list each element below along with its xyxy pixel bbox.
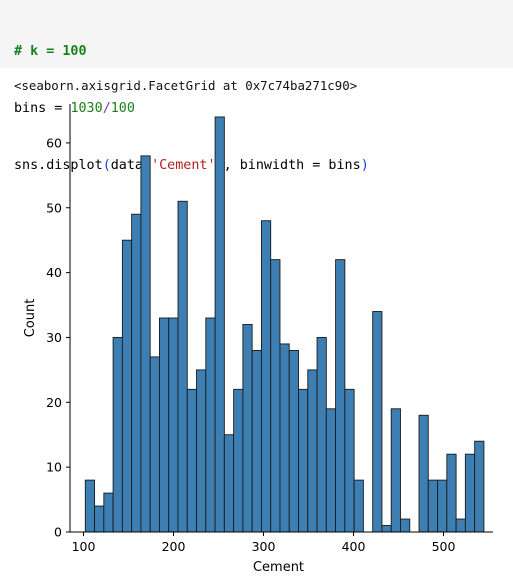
- histogram-bar: [121, 239, 133, 533]
- code-comment: # k = 100: [14, 44, 87, 59]
- histogram-bar: [149, 356, 160, 533]
- histogram-bar: [177, 200, 188, 533]
- histogram-bar: [325, 408, 337, 533]
- code-text: , binwidth = bins: [223, 158, 361, 173]
- histogram-bar: [418, 414, 429, 533]
- histogram-bar: [464, 453, 476, 533]
- histogram-bar: [390, 408, 401, 533]
- x-tick-label: 400: [342, 539, 366, 554]
- histogram-bar: [159, 317, 170, 533]
- histogram-bar: [242, 324, 253, 533]
- x-tick-label: 500: [432, 539, 456, 554]
- histogram-bar: [381, 525, 392, 533]
- histogram-bar: [251, 349, 262, 533]
- bars-group: [84, 116, 485, 533]
- code-paren: (: [102, 158, 111, 173]
- histogram-bar: [214, 116, 225, 533]
- y-tick-label: 60: [46, 135, 62, 150]
- histogram-bar: [455, 518, 466, 533]
- histogram-bar: [288, 349, 299, 533]
- code-operator: /: [102, 101, 111, 116]
- code-text: bins =: [14, 101, 71, 116]
- histogram-bar: [270, 259, 281, 533]
- code-line-1: # k = 100: [14, 42, 513, 61]
- code-text: data: [110, 158, 143, 173]
- code-number: 100: [110, 101, 135, 116]
- code-string: 'Cement': [151, 158, 216, 173]
- code-number: 1030: [70, 101, 103, 116]
- histogram-bar: [186, 388, 197, 533]
- histogram-bar: [437, 479, 448, 533]
- histogram-bar: [427, 479, 439, 533]
- cell-output: <seaborn.axisgrid.FacetGrid at 0x7c74ba2…: [14, 78, 358, 93]
- histogram-bar: [335, 259, 346, 533]
- y-tick-label: 0: [54, 525, 62, 540]
- y-tick-label: 10: [46, 460, 62, 475]
- y-tick-label: 20: [46, 395, 62, 410]
- histogram-bar: [307, 369, 318, 533]
- histogram-bar: [298, 388, 309, 533]
- histogram-bar: [344, 388, 355, 533]
- histogram-bar: [372, 311, 383, 533]
- code-paren: ): [360, 158, 369, 173]
- histogram-bar: [140, 155, 151, 533]
- code-line-2: bins = 1030/100: [14, 99, 513, 118]
- histogram-bar: [233, 388, 244, 533]
- y-tick-label: 30: [46, 330, 62, 345]
- histogram-bar: [196, 369, 207, 533]
- x-tick-label: 200: [162, 539, 186, 554]
- y-tick-label: 40: [46, 265, 62, 280]
- x-tick-label: 100: [72, 539, 96, 554]
- histogram-bar: [103, 492, 114, 533]
- histogram-bar: [353, 479, 364, 533]
- histogram-bar: [168, 317, 179, 533]
- code-cell[interactable]: # k = 100 bins = 1030/100 sns.displot(da…: [0, 0, 513, 173]
- histogram-bar: [131, 213, 142, 533]
- histogram-bar: [260, 220, 272, 533]
- histogram-bar: [316, 337, 327, 533]
- histogram-bar: [84, 479, 96, 533]
- histogram-chart: 0 10 20 30 40 50 60 100 200 300 400 500 Count Cemen…: [23, 104, 493, 575]
- y-axis-label: Count: [23, 299, 38, 338]
- histogram-bar: [279, 343, 290, 533]
- histogram-bar: [474, 440, 485, 533]
- x-tick-label: 300: [252, 539, 276, 554]
- code-text: sns.displot: [14, 158, 103, 173]
- x-axis-label: Cement: [253, 560, 304, 575]
- histogram-bar: [94, 505, 105, 533]
- histogram-bar: [112, 337, 123, 533]
- histogram-bar: [223, 434, 235, 533]
- histogram-bar: [205, 317, 216, 533]
- histogram-bar: [400, 518, 411, 533]
- y-tick-label: 50: [46, 200, 62, 215]
- histogram-bar: [446, 453, 457, 533]
- code-line-3: sns.displot(data['Cement'], binwidth = b…: [14, 156, 513, 175]
- axes-group: 0 10 20 30 40 50 60 100 200 300 400 500: [46, 104, 493, 554]
